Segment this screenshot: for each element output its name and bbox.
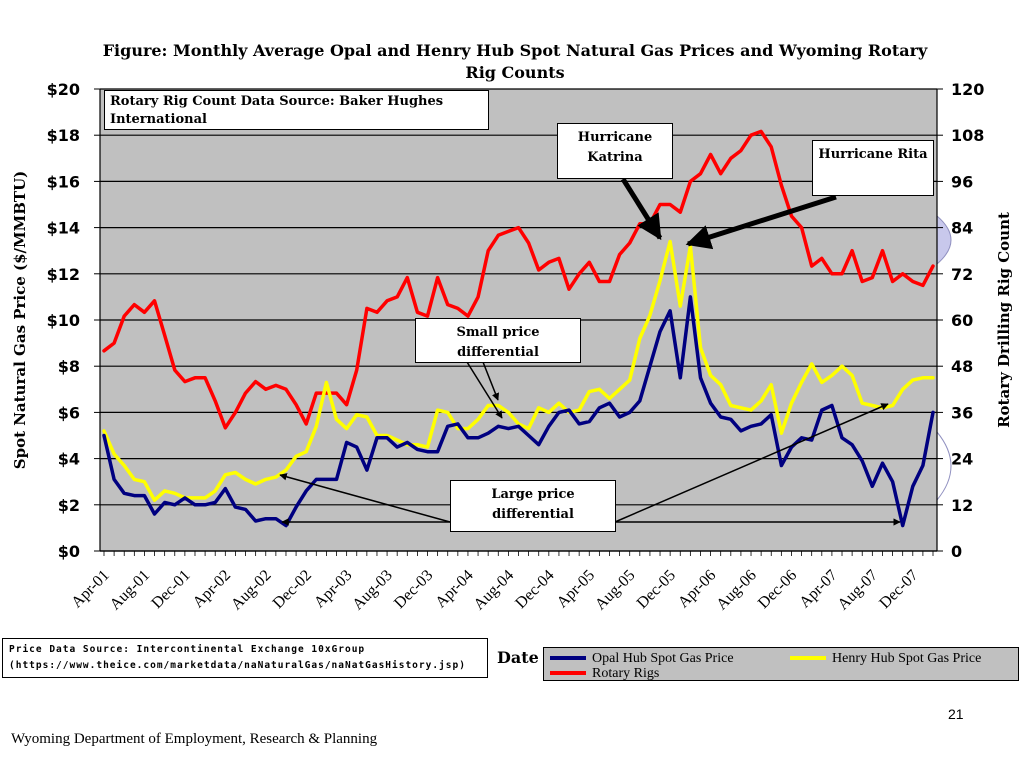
y2-tick-label: 12	[951, 496, 973, 515]
y-tick-label: $4	[58, 450, 80, 469]
x-tick-label: Apr-01	[68, 567, 112, 611]
decorative-ellipses	[936, 215, 952, 501]
x-tick-label: Aug-05	[592, 567, 639, 614]
x-tick-label: Dec-03	[391, 567, 436, 612]
x-tick-label: Apr-04	[432, 567, 476, 611]
page-number: 21	[948, 706, 964, 722]
price-source-line-1: Price Data Source: Intercontinental Exch…	[9, 644, 366, 655]
y2-tick-label: 120	[951, 80, 984, 99]
legend-label-opal: Opal Hub Spot Gas Price	[592, 651, 734, 666]
y2-tick-label: 0	[951, 542, 962, 561]
y2-tick-label: 84	[951, 219, 973, 238]
y2-tick-label: 96	[951, 172, 973, 191]
x-tick-label: Aug-06	[713, 567, 760, 614]
y-tick-label: $20	[47, 80, 80, 99]
x-tick-label: Aug-01	[107, 567, 154, 614]
y2-tick-label: 48	[951, 357, 973, 376]
legend: Opal Hub Spot Gas Price Henry Hub Spot G…	[543, 647, 1019, 681]
decor-ellipse	[936, 215, 952, 265]
y-tick-label: $18	[47, 126, 80, 145]
x-tick-label: Apr-02	[190, 567, 234, 611]
y-tick-label: $10	[47, 311, 80, 330]
x-tick-label: Dec-02	[270, 567, 315, 612]
series-line-rotary-rigs	[102, 129, 935, 430]
legend-label-henry: Henry Hub Spot Gas Price	[832, 651, 982, 666]
y2-tick-label: 108	[951, 126, 984, 145]
y-tick-label: $0	[58, 542, 80, 561]
x-tick-label: Dec-05	[634, 567, 679, 612]
legend-item-henry: Henry Hub Spot Gas Price	[790, 652, 981, 666]
x-tick-label: Aug-02	[228, 567, 275, 614]
y-tick-label: $2	[58, 496, 80, 515]
y-axis-label: Spot Natural Gas Price ($/MMBTU)	[11, 171, 29, 470]
y-tick-label: $12	[47, 265, 80, 284]
small-diff-arrow	[482, 361, 500, 401]
large-diff-arrow	[279, 473, 451, 523]
x-tick-label: Dec-01	[148, 567, 193, 612]
legend-label-rigs: Rotary Rigs	[592, 666, 660, 681]
x-tick-label: Apr-05	[554, 567, 598, 611]
price-source-note: Price Data Source: Intercontinental Exch…	[2, 638, 488, 678]
y-tick-label: $14	[47, 219, 80, 238]
x-axis-label: Date	[497, 648, 539, 667]
y2-tick-label: 36	[951, 403, 973, 422]
rita-arrow	[685, 194, 837, 250]
x-tick-label: Apr-07	[796, 567, 840, 611]
x-tick-label: Aug-07	[835, 567, 882, 614]
decor-ellipse	[936, 431, 952, 501]
x-tick-label: Dec-07	[876, 567, 921, 612]
katrina-arrow	[620, 177, 663, 241]
y-tick-label: $8	[58, 357, 80, 376]
large-diff-arrow	[614, 403, 889, 523]
y-tick-label: $16	[47, 172, 80, 191]
footer-text: Wyoming Department of Employment, Resear…	[11, 731, 378, 747]
y-tick-label: $6	[58, 403, 80, 422]
legend-swatch-henry	[790, 655, 826, 660]
y2-tick-label: 24	[951, 450, 973, 469]
x-tick-label: Apr-03	[311, 567, 355, 611]
legend-item-rigs: Rotary Rigs	[550, 666, 660, 681]
x-tick-label: Aug-04	[471, 567, 518, 614]
chart-title: Figure: Monthly Average Opal and Henry H…	[102, 41, 928, 82]
x-tick-label: Apr-06	[675, 567, 719, 611]
y2-tick-label: 72	[951, 265, 973, 284]
series-line-henry-hub-spot-gas-price	[102, 239, 935, 502]
annotation-hurricane-rita: Hurricane Rita	[812, 140, 934, 196]
x-tick-label: Dec-06	[755, 567, 800, 612]
annotation-small-price-differential: Small price differential	[415, 318, 581, 363]
x-tick-label: Aug-03	[349, 567, 396, 614]
rig-source-note: Rotary Rig Count Data Source: Baker Hugh…	[104, 90, 489, 130]
small-diff-arrow	[466, 361, 503, 419]
legend-item-opal: Opal Hub Spot Gas Price	[550, 652, 734, 666]
y2-axis-label: Rotary Drilling Rig Count	[995, 212, 1013, 428]
axes	[94, 88, 943, 556]
x-tick-label: Dec-04	[512, 567, 557, 612]
annotation-hurricane-katrina: Hurricane Katrina	[557, 123, 673, 179]
annotation-arrows	[279, 177, 901, 526]
legend-swatch-rigs	[550, 670, 586, 675]
y2-tick-label: 60	[951, 311, 973, 330]
annotation-large-price-differential: Large price differential	[450, 480, 616, 532]
legend-swatch-opal	[550, 655, 586, 660]
price-source-line-2: (https://www.theice.com/marketdata/naNat…	[9, 660, 466, 671]
